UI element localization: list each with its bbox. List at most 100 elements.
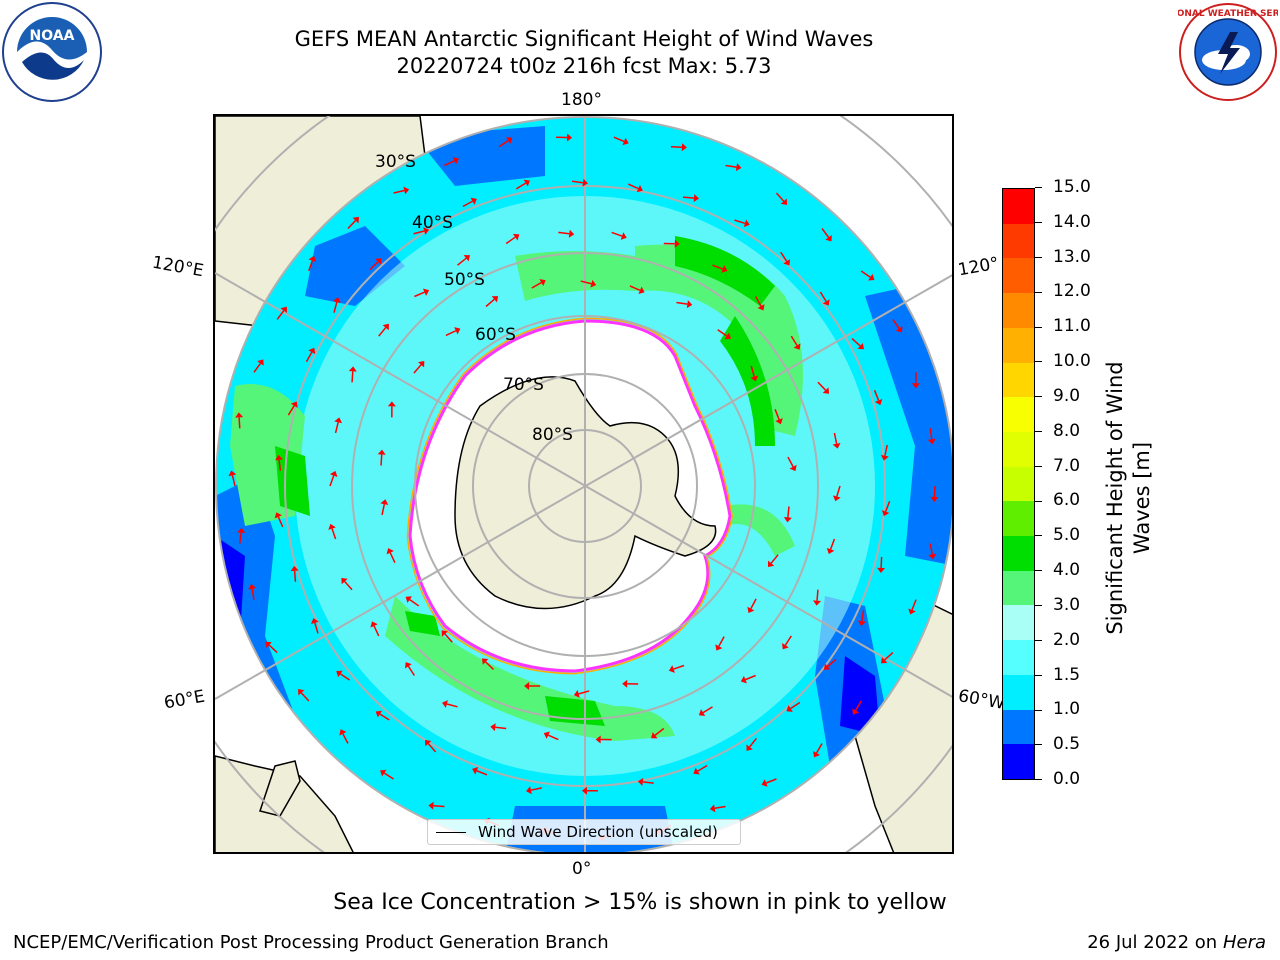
wave-direction-arrow xyxy=(253,362,262,373)
wave-direction-arrowhead xyxy=(693,194,699,203)
wave-direction-arrowhead xyxy=(235,412,244,418)
wave-direction-arrow xyxy=(873,389,880,401)
wave-direction-arrow xyxy=(369,261,379,271)
wave-direction-arrow xyxy=(268,644,278,654)
wave-direction-arrowhead xyxy=(424,739,432,747)
wave-direction-arrowhead xyxy=(789,464,797,472)
wave-direction-arrowhead xyxy=(686,300,693,309)
wave-direction-arrow xyxy=(750,365,756,377)
wave-direction-arrowhead xyxy=(481,658,489,665)
wave-direction-arrowhead xyxy=(908,608,916,615)
wave-direction-arrow xyxy=(819,291,827,302)
wave-direction-arrow xyxy=(880,556,883,568)
wave-direction-arrow xyxy=(547,734,559,741)
wave-direction-arrow xyxy=(702,706,713,714)
wave-direction-arrow xyxy=(697,764,708,772)
wave-direction-arrow xyxy=(340,673,351,681)
colorbar-tick-label: 5.0 xyxy=(1053,525,1081,546)
wave-direction-arrow xyxy=(754,296,762,307)
wave-direction-arrow xyxy=(750,598,757,609)
wave-direction-arrow xyxy=(293,570,297,582)
wave-direction-arrowhead xyxy=(693,767,700,775)
wave-direction-arrowhead xyxy=(405,596,413,603)
wave-direction-arrowhead xyxy=(622,137,629,146)
wave-direction-arrowhead xyxy=(308,255,317,262)
colorbar-tick-mark xyxy=(1035,500,1042,502)
colorbar-tick-mark xyxy=(1035,639,1042,641)
wave-direction-arrow xyxy=(414,291,425,298)
wave-direction-arrow xyxy=(682,196,695,199)
colorbar-tick-mark xyxy=(1035,535,1042,537)
wave-direction-arrow xyxy=(851,338,861,347)
wave-direction-arrow xyxy=(314,622,319,634)
map-canvas xyxy=(215,116,952,852)
colorbar-band xyxy=(1003,327,1034,363)
colorbar-band xyxy=(1003,258,1034,294)
wave-direction-arrowhead xyxy=(490,723,496,732)
colorbar-tick-label: 6.0 xyxy=(1053,490,1081,511)
wave-direction-arrowhead xyxy=(275,454,284,461)
wave-direction-arrowhead xyxy=(786,705,793,712)
wave-direction-arrow xyxy=(389,552,396,563)
wave-direction-arrowhead xyxy=(237,527,246,534)
wave-direction-arrowhead xyxy=(750,375,759,382)
wave-direction-arrow xyxy=(305,351,313,363)
wave-direction-arrowhead xyxy=(265,641,272,649)
wave-direction-arrow xyxy=(407,665,416,676)
wave-direction-arrow xyxy=(725,164,737,168)
wave-direction-arrow xyxy=(765,778,777,784)
colorbar-band xyxy=(1003,362,1034,398)
wave-direction-arrow xyxy=(329,475,335,487)
wave-direction-arrowhead xyxy=(880,454,889,461)
wave-direction-arrow xyxy=(347,220,357,230)
lon-label-180: 180° xyxy=(561,90,602,110)
wave-direction-arrowhead xyxy=(927,438,936,445)
colorbar-band xyxy=(1003,709,1034,745)
wave-direction-arrowhead xyxy=(832,442,841,449)
wave-direction-arrow xyxy=(457,257,467,266)
wave-direction-arrow xyxy=(300,692,310,702)
wave-direction-arrowhead xyxy=(382,323,389,331)
wave-direction-arrow xyxy=(239,532,242,544)
wave-direction-arrow xyxy=(836,485,841,497)
wave-direction-arrowhead xyxy=(428,801,434,810)
colorbar-band xyxy=(1003,397,1034,432)
wave-direction-arrowhead xyxy=(874,398,883,406)
wave-direction-arrowhead xyxy=(512,233,520,241)
map-legend: Wind Wave Direction (unscaled) xyxy=(427,819,741,845)
wave-direction-arrow xyxy=(413,230,425,235)
wave-direction-arrow xyxy=(745,674,756,681)
wave-direction-arrow xyxy=(770,554,779,564)
lon-label-120w: 120° xyxy=(956,253,1001,281)
lon-label-120e: 120°E xyxy=(150,252,206,282)
wave-direction-arrowhead xyxy=(336,670,343,678)
wave-direction-arrow xyxy=(379,713,390,721)
wave-direction-arrow xyxy=(627,183,639,190)
wave-direction-arrowhead xyxy=(526,786,532,795)
wave-direction-arrow xyxy=(344,581,353,591)
wave-direction-arrow xyxy=(380,454,383,466)
wave-direction-arrow xyxy=(409,599,420,607)
colorbar-tick-label: 4.0 xyxy=(1053,560,1081,581)
wave-direction-arrow xyxy=(775,192,785,202)
colorbar-tick-mark xyxy=(1035,187,1042,189)
lat-label-60s: 60°S xyxy=(475,325,516,345)
wave-direction-arrow xyxy=(717,329,728,337)
wave-direction-arrowhead xyxy=(568,229,575,238)
wave-direction-arrow xyxy=(790,701,801,710)
colorbar-tick-mark xyxy=(1035,256,1042,258)
colorbar-band xyxy=(1003,570,1034,606)
nws-logo: NATIONAL WEATHER SERVICE xyxy=(1153,2,1280,102)
wave-direction-arrowhead xyxy=(724,332,731,340)
wave-direction-arrowhead xyxy=(746,744,753,751)
wave-direction-arrow xyxy=(829,538,836,550)
wave-direction-arrow xyxy=(433,805,445,808)
wave-direction-arrowhead xyxy=(852,708,860,715)
wave-direction-arrow xyxy=(884,500,891,512)
colorbar-tick-mark xyxy=(1035,744,1042,746)
wave-direction-arrow xyxy=(833,432,838,444)
wave-direction-arrowhead xyxy=(377,449,386,455)
wave-direction-arrow xyxy=(485,661,495,671)
wave-direction-arrow xyxy=(790,335,798,346)
wave-direction-arrowhead xyxy=(880,656,888,664)
